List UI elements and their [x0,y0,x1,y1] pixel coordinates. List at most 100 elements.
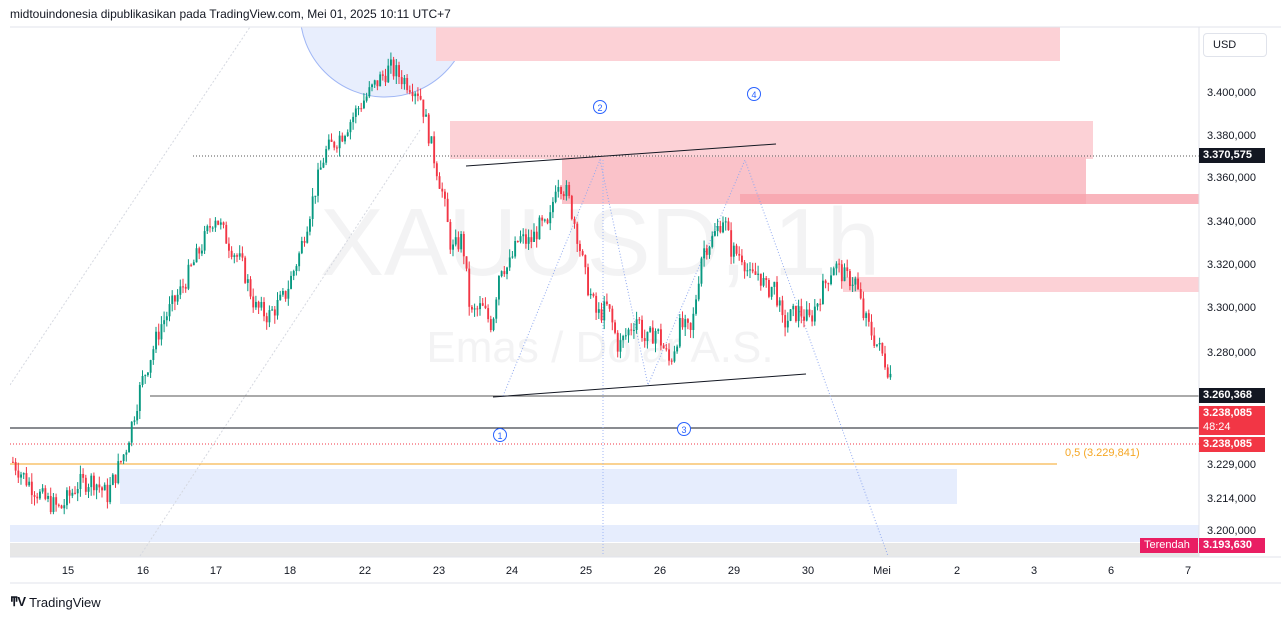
candle [811,310,814,327]
candle [344,134,346,145]
candle [268,305,271,328]
wave-label-1: 1 [493,428,507,442]
candle [541,215,544,227]
candle [20,471,22,485]
candle [198,246,201,260]
candle [557,179,560,198]
x-tick-label: 18 [284,565,296,577]
candle [66,487,68,510]
wave-label-text: 2 [597,103,602,113]
candle [446,192,449,223]
candle [387,58,390,83]
candle [273,306,276,324]
candle [433,131,436,169]
candle [330,133,333,142]
candle [608,304,611,312]
candle [611,305,614,331]
candle [827,282,830,292]
candle [751,262,754,274]
candle [152,345,155,365]
candle [870,314,873,340]
candle [133,416,136,426]
fib-label: 0,5 (3.229,841) [1065,447,1140,459]
candle [174,294,176,311]
candle [111,473,114,486]
x-tick-label: 29 [728,565,740,577]
candle [746,263,749,277]
candle [770,286,773,300]
candle [465,256,468,272]
candle [217,220,220,226]
candle [265,312,268,330]
price-axis[interactable]: 3.400,000 3.380,000 3.360,000 3.340,000 3.32… [1207,87,1256,537]
low-value-label: 3.193,630 [1199,538,1265,553]
candle [832,266,835,276]
footer: ͳV TradingView [10,594,101,610]
candle [360,102,363,112]
time-axis[interactable]: 15 16 17 18 22 23 24 25 26 29 30 Mei 2 3 6 7 [62,565,1191,577]
candle [333,140,336,151]
candle [103,482,106,491]
candle [838,258,841,273]
candle [851,277,854,292]
support-zone [120,469,957,504]
candle [41,484,44,494]
candle [171,290,174,312]
x-tick-label: 2 [954,565,960,577]
candle [592,292,595,298]
candle [687,318,689,330]
candle [338,131,341,157]
candle [538,215,541,240]
candle [354,105,357,124]
candle [500,270,503,278]
candle [549,205,552,231]
candle [68,486,71,504]
candle [570,194,573,221]
price-label-mid: 3.260,368 [1199,388,1265,403]
candle [300,236,303,255]
candle [649,326,652,333]
candle [336,145,338,153]
candle [797,299,800,328]
candle [327,134,330,151]
candle [160,316,163,346]
y-tick-label: 3.300,000 [1207,302,1256,314]
candle [800,298,803,324]
candle [668,343,670,366]
y-tick-label: 3.200,000 [1207,525,1256,537]
candle [414,91,417,105]
candle [457,231,460,252]
guide-line [139,129,421,557]
candle [643,329,646,348]
candle [427,113,430,147]
candle [211,226,214,232]
candle [435,161,438,181]
x-tick-label: 30 [802,565,814,577]
candle [573,216,576,229]
candle [646,331,649,349]
candle [233,253,236,264]
candle [873,327,876,348]
candle [527,229,530,250]
watermark-symbol: XAUUSD, 1h [320,189,880,296]
candle [363,93,365,110]
candle [352,112,355,130]
candle [719,220,722,234]
candle [792,303,795,317]
candle [230,246,233,260]
candle [365,92,368,103]
candle [84,474,87,495]
resistance-zone-top [436,27,1060,61]
candle [884,345,886,370]
candle [481,298,484,307]
candle [627,327,630,343]
candle [484,297,487,310]
candle [63,499,66,515]
candle [136,404,139,425]
candle [881,342,884,356]
candle [190,263,193,267]
candle [519,230,522,244]
chart-header: midtouindonesia dipublikasikan pada Trad… [10,7,451,21]
currency-button[interactable]: USD [1203,33,1267,57]
